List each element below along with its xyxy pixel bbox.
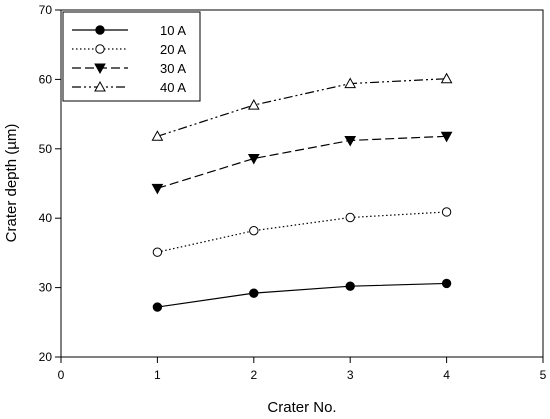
legend-label: 20 A bbox=[160, 42, 186, 57]
series-line bbox=[157, 211, 447, 253]
y-tick-label: 20 bbox=[39, 350, 53, 364]
data-point bbox=[344, 77, 357, 89]
y-tick-label: 60 bbox=[39, 72, 53, 86]
data-point bbox=[441, 278, 452, 289]
y-axis-title: Crater depth (µm) bbox=[3, 124, 20, 243]
legend-label: 40 A bbox=[160, 80, 186, 95]
data-point bbox=[95, 44, 105, 54]
legend-item: 20 A bbox=[72, 42, 186, 57]
data-point bbox=[345, 212, 355, 223]
x-tick-label: 1 bbox=[154, 368, 161, 382]
legend: 10 A 20 A 30 A 40 A bbox=[62, 11, 201, 102]
data-point bbox=[94, 63, 106, 75]
data-point bbox=[151, 130, 164, 141]
x-tick-label: 4 bbox=[443, 368, 450, 382]
y-axis: 20 30 40 50 60 70 bbox=[39, 3, 61, 364]
data-point bbox=[440, 131, 453, 143]
legend-label: 30 A bbox=[160, 61, 186, 76]
series-3 bbox=[151, 131, 453, 195]
y-tick-label: 70 bbox=[39, 3, 53, 17]
series-line bbox=[157, 135, 447, 189]
y-tick-label: 30 bbox=[39, 281, 53, 295]
legend-item: 40 A bbox=[72, 80, 186, 95]
data-point bbox=[152, 247, 163, 257]
data-point bbox=[95, 25, 105, 35]
y-tick-label: 50 bbox=[39, 142, 53, 156]
series-line bbox=[157, 282, 447, 308]
data-point bbox=[440, 72, 453, 84]
data-point bbox=[249, 288, 259, 298]
x-tick-label: 5 bbox=[540, 368, 547, 382]
data-point bbox=[94, 80, 106, 92]
x-tick-label: 2 bbox=[250, 368, 257, 382]
series-2 bbox=[152, 207, 452, 257]
x-axis: 0 1 2 3 4 5 bbox=[58, 357, 547, 382]
data-point bbox=[151, 183, 164, 195]
series-4 bbox=[151, 72, 453, 141]
x-tick-label: 0 bbox=[58, 368, 65, 382]
legend-item: 30 A bbox=[72, 61, 186, 76]
data-point bbox=[152, 302, 163, 312]
legend-item: 10 A bbox=[72, 23, 186, 38]
data-point bbox=[345, 281, 355, 291]
legend-label: 10 A bbox=[160, 23, 186, 38]
plot-area bbox=[60, 9, 544, 358]
series-line bbox=[157, 78, 447, 137]
data-point bbox=[344, 135, 357, 147]
data-point bbox=[247, 99, 260, 110]
x-axis-title: Crater No. bbox=[267, 399, 336, 416]
data-point bbox=[441, 207, 452, 217]
series-layer bbox=[151, 72, 453, 312]
x-tick-label: 3 bbox=[347, 368, 354, 382]
data-point bbox=[249, 225, 259, 236]
legend-box bbox=[62, 11, 201, 102]
y-tick-label: 40 bbox=[39, 211, 53, 225]
data-point bbox=[247, 154, 260, 165]
series-1 bbox=[152, 278, 452, 312]
